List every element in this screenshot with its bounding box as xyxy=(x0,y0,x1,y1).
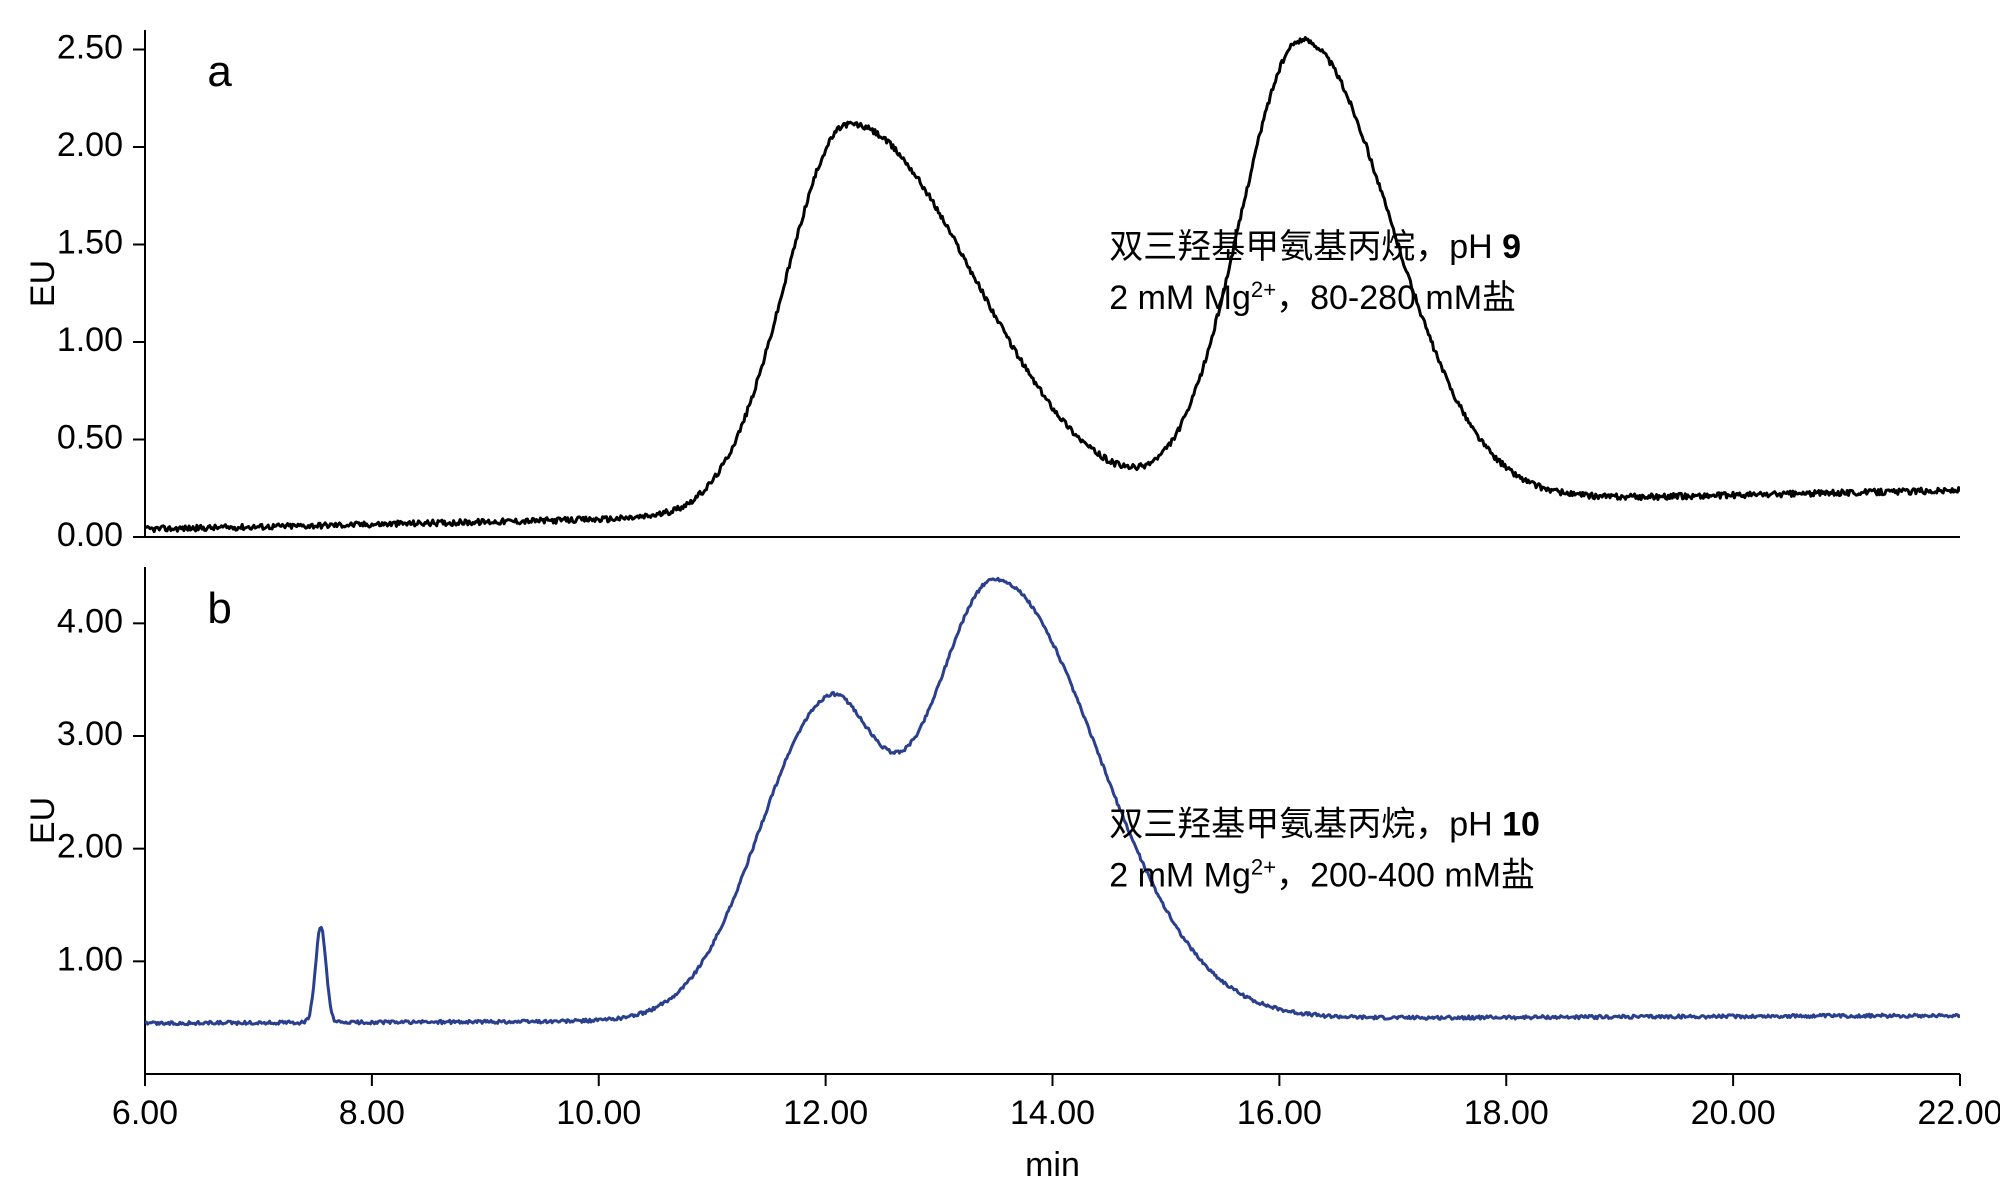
x-tick-label: 14.00 xyxy=(1010,1094,1095,1132)
x-tick-label: 8.00 xyxy=(339,1094,405,1132)
chromatogram-trace-b xyxy=(145,578,1960,1024)
annotation-line1-b: 双三羟基甲氨基丙烷，pH 10 xyxy=(1109,806,1540,844)
annotation-line1-a: 双三羟基甲氨基丙烷，pH 9 xyxy=(1109,228,1521,266)
y-axis-label: EU xyxy=(24,260,62,307)
y-tick-label: 2.50 xyxy=(57,28,123,66)
panel-label-b: b xyxy=(207,584,231,633)
y-tick-label: 1.50 xyxy=(57,223,123,261)
x-axis-label: min xyxy=(1025,1146,1080,1184)
y-tick-label: 2.00 xyxy=(57,828,123,866)
y-tick-label: 3.00 xyxy=(57,715,123,753)
x-tick-label: 16.00 xyxy=(1237,1094,1322,1132)
panel-label-a: a xyxy=(207,47,232,96)
y-tick-label: 2.00 xyxy=(57,126,123,164)
y-tick-label: 0.00 xyxy=(57,516,123,554)
y-tick-label: 1.00 xyxy=(57,940,123,978)
x-tick-label: 22.00 xyxy=(1917,1094,2000,1132)
y-axis-label: EU xyxy=(24,797,62,844)
chromatogram-figure: 0.00 0.50 1.00 1.50 2.00 2.50 EU a 双三羟基甲氨基丙烷，pH … xyxy=(0,0,2000,1204)
y-tick-label: 0.50 xyxy=(57,418,123,456)
chromatogram-trace-a xyxy=(145,38,1960,532)
x-tick-label: 6.00 xyxy=(112,1094,178,1132)
annotation-line2-a: 2 mM Mg2+，80-280 mM盐 xyxy=(1109,277,1516,318)
y-tick-label: 1.00 xyxy=(57,321,123,359)
x-tick-label: 12.00 xyxy=(783,1094,868,1132)
x-tick-label: 18.00 xyxy=(1464,1094,1549,1132)
x-tick-label: 10.00 xyxy=(556,1094,641,1132)
y-tick-label: 4.00 xyxy=(57,602,123,640)
x-tick-label: 20.00 xyxy=(1691,1094,1776,1132)
annotation-line2-b: 2 mM Mg2+，200-400 mM盐 xyxy=(1109,854,1535,895)
